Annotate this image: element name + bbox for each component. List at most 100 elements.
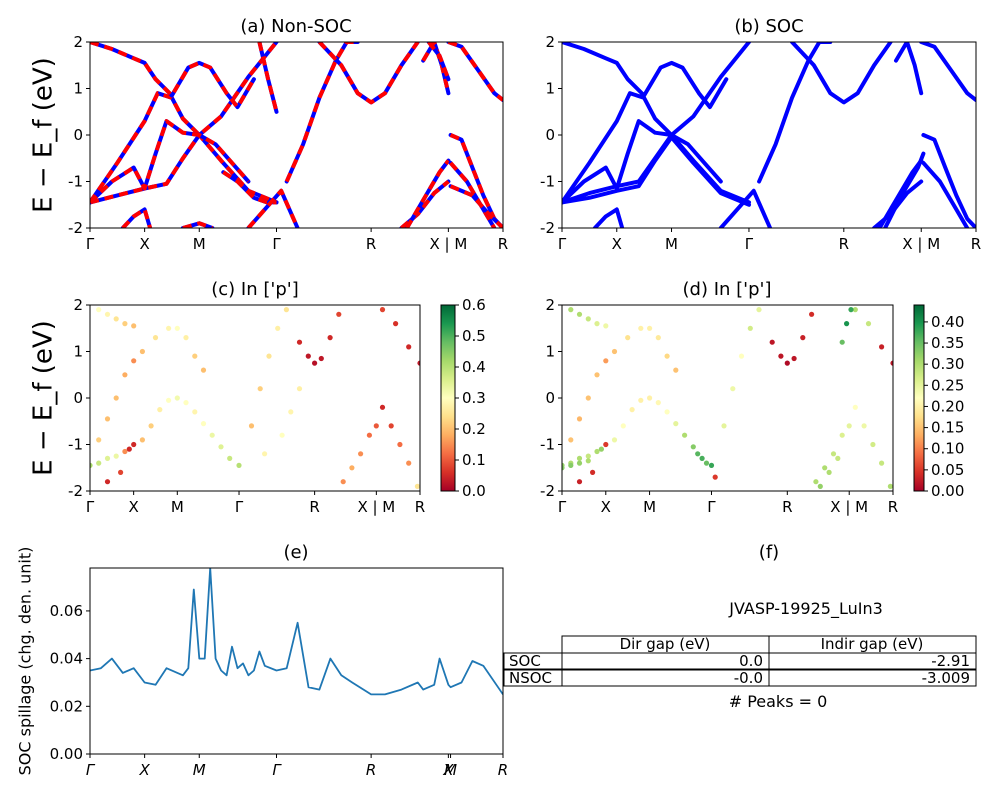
xtick-label: Γ [558,235,567,253]
xtick-label: X [601,498,611,516]
projection-point [590,469,596,475]
gap-table-header-dir: Dir gap (eV) [620,635,711,653]
projection-point [835,455,841,461]
xtick-label: X [138,761,150,779]
xtick-label: R [498,761,508,779]
projection-point [603,323,609,329]
projection-point [695,451,701,457]
projection-point [288,409,294,415]
gap-table-row-soc [503,652,977,671]
xtick-label: R [971,235,981,253]
colorbar-tick-label: 0.20 [931,397,964,415]
projection-point [747,325,753,331]
band-line-soc [448,184,503,228]
panel-c-colorbar-ticks: 0.0 0.1 0.2 0.3 0.4 0.5 0.6 [455,296,486,500]
projection-point [865,321,872,327]
projection-point [839,339,845,345]
projection-point [266,353,272,359]
projection-point [406,344,412,350]
band-line-soc [317,42,420,105]
projection-point [852,307,858,313]
projection-point [131,358,137,364]
ytick-label: 2 [545,33,555,51]
projection-point [393,321,399,327]
projection-point [625,335,631,341]
projection-point [227,455,233,461]
panel-e-axes: Γ X M Γ R XM R0.000.020.040.06 [50,602,509,779]
projection-point [844,321,850,327]
xtick-label: R [782,498,792,516]
xtick-label: M [193,761,206,779]
projection-point [336,311,342,317]
projection-point [703,460,710,466]
panel-b-title: (b) SOC [734,16,803,37]
projection-point [209,432,215,438]
projection-point [879,460,885,466]
colorbar-tick-label: 0.10 [931,440,964,458]
panel-b-axes: Γ X M Γ R X | M R -2 -1 0 1 2 [540,33,981,253]
band-line [790,42,893,105]
projection-point [629,407,635,413]
panel-f-title: (f) [759,542,779,563]
projection-point [122,448,128,455]
band-line [592,207,625,228]
projection-point [96,437,102,443]
panel-a-bands [90,42,503,228]
projection-point [275,325,281,331]
projection-point [373,423,379,429]
projection-point [358,451,364,457]
projection-point [620,423,626,429]
ytick-label: -1 [540,436,555,454]
projection-point [647,395,653,401]
ytick-label: 2 [545,296,555,314]
gap-table: Dir gap (eV) Indir gap (eV) SOC 0.0 -2.9… [503,635,977,687]
projection-point [839,432,845,438]
projection-point [131,441,137,448]
ytick-label: 1 [73,80,83,98]
projection-point [594,448,600,455]
ytick-label: 1 [545,343,555,361]
projection-point [406,460,412,466]
projection-point [638,325,644,331]
projection-point [183,335,189,341]
projection-point [414,483,420,489]
projection-point [174,395,180,401]
band-line [562,42,729,110]
projection-point [870,441,876,448]
colorbar-tick-label: 0.1 [462,451,486,469]
projection-point [312,360,318,366]
panel-c-axes: Γ X M Γ R X | M R -2 -1 0 1 2 [68,296,425,516]
projection-point [200,367,207,373]
projection-point [655,335,661,341]
projection-point [126,446,132,452]
projection-point [148,423,154,429]
panel-a-title: (a) Non-SOC [240,16,351,37]
projection-point [784,360,790,366]
ytick-label: -2 [540,219,555,237]
xtick-label: R [366,761,376,779]
band-line-nonsoc [284,42,358,183]
projection-point [826,469,832,475]
projection-point [562,465,565,471]
colorbar-tick-label: 0.40 [931,313,964,331]
xtick-label: Γ [745,235,754,253]
xtick-label: X | M [429,235,467,253]
projection-point [113,395,119,401]
projection-point [730,386,736,392]
band-line [921,160,970,228]
panel-a-axes: Γ X M Γ R X | M R -2 -1 0 1 2 [68,33,508,253]
xtick-label: X | M [830,498,868,516]
ytick-label: -1 [68,436,83,454]
projection-point [305,353,311,359]
band-line [562,42,751,205]
xtick-label: Γ [86,498,95,516]
gap-table-row-nsoc [503,668,977,687]
xtick-label: R [839,235,849,253]
projection-point [248,423,255,429]
band-line-nonsoc [427,42,451,80]
projection-point [830,451,837,457]
xtick-label: M [171,498,184,516]
projection-point [113,453,119,459]
